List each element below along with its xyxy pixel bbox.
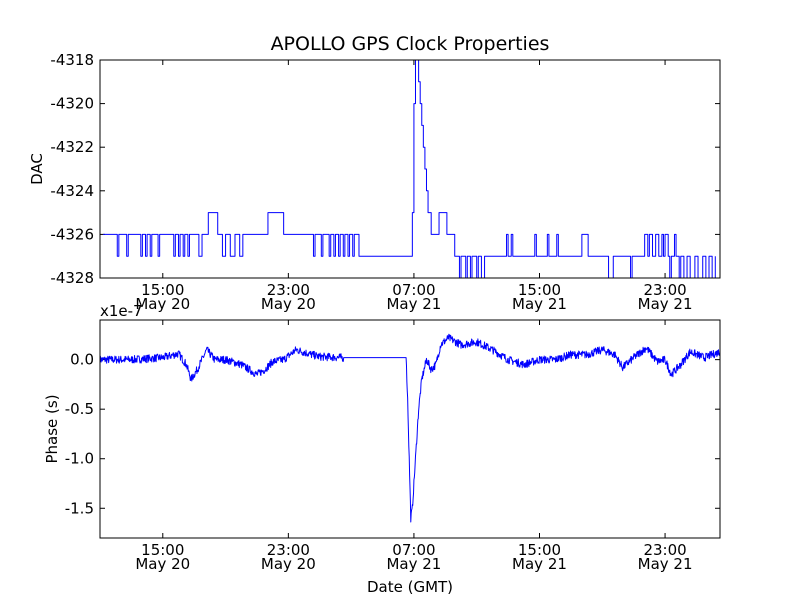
bottom-x-tick-time: 15:00 bbox=[518, 541, 561, 559]
top-axes-frame bbox=[99, 59, 721, 279]
top-x-tick-time: 23:00 bbox=[643, 281, 686, 299]
top-x-tick-time: 07:00 bbox=[392, 281, 435, 299]
bottom-y-tick-label: -0.5 bbox=[65, 400, 94, 418]
top-y-axis-label: DAC bbox=[28, 153, 46, 185]
bottom-axes-frame bbox=[99, 319, 721, 539]
top-x-tick-date: May 21 bbox=[386, 295, 441, 313]
top-x-tick-time: 15:00 bbox=[141, 281, 184, 299]
bottom-x-tick-time: 07:00 bbox=[392, 541, 435, 559]
bottom-y-tick-label: -1.0 bbox=[65, 450, 94, 468]
top-y-tick-label: -4326 bbox=[50, 225, 94, 243]
bottom-x-axis-label: Date (GMT) bbox=[367, 578, 453, 596]
bottom-x-tick-time: 23:00 bbox=[267, 541, 310, 559]
top-y-tick-label: -4328 bbox=[50, 269, 94, 287]
top-y-tick-label: -4322 bbox=[50, 138, 94, 156]
top-x-tick-date: May 20 bbox=[261, 295, 316, 313]
bottom-x-tick-date: May 21 bbox=[638, 555, 693, 573]
top-x-tick-date: May 21 bbox=[512, 295, 567, 313]
top-x-tick-date: May 20 bbox=[135, 295, 190, 313]
top-x-tick-date: May 21 bbox=[638, 295, 693, 313]
bottom-y-axis-label: Phase (s) bbox=[43, 394, 61, 463]
top-y-tick-label: -4320 bbox=[50, 95, 94, 113]
bottom-x-tick-time: 23:00 bbox=[643, 541, 686, 559]
bottom-x-tick-date: May 21 bbox=[386, 555, 441, 573]
top-y-tick-label: -4318 bbox=[50, 51, 94, 69]
bottom-x-tick-date: May 20 bbox=[135, 555, 190, 573]
bottom-scale-label: x1e-7 bbox=[100, 302, 143, 320]
bottom-x-tick-time: 15:00 bbox=[141, 541, 184, 559]
top-y-tick-label: -4324 bbox=[50, 182, 94, 200]
top-x-tick-time: 15:00 bbox=[518, 281, 561, 299]
bottom-x-tick-date: May 21 bbox=[512, 555, 567, 573]
top-plot-area bbox=[103, 60, 716, 278]
chart-title: APOLLO GPS Clock Properties bbox=[271, 33, 550, 55]
bottom-x-tick-date: May 20 bbox=[261, 555, 316, 573]
top-x-tick-time: 23:00 bbox=[267, 281, 310, 299]
bottom-y-tick-label: -1.5 bbox=[65, 499, 94, 517]
bottom-y-tick-label: 0.0 bbox=[70, 351, 94, 369]
bottom-series-line bbox=[100, 333, 720, 523]
bottom-plot-area bbox=[100, 333, 720, 523]
top-series-line bbox=[103, 60, 716, 278]
